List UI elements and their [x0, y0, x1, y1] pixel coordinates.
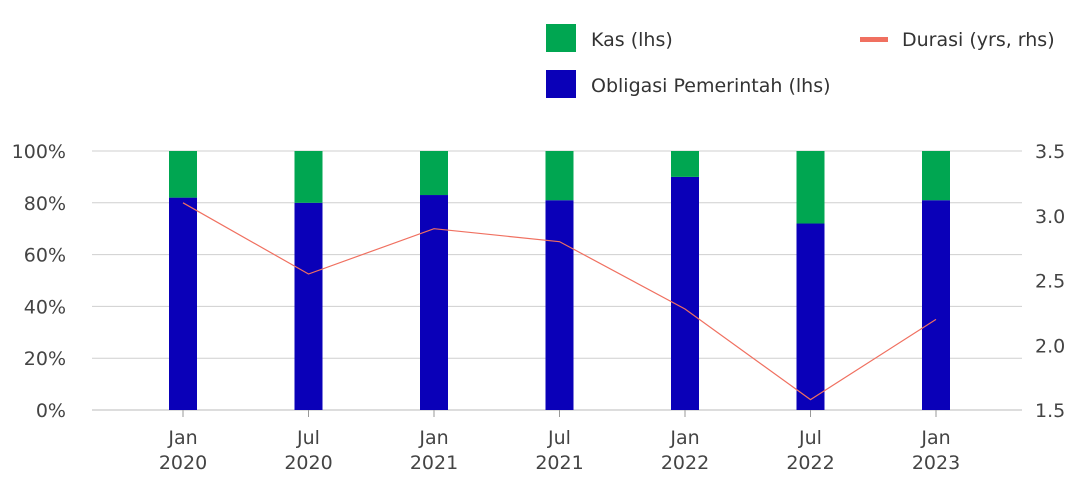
x-tick-label-year: 2021 — [535, 452, 583, 474]
bar-obligasi — [922, 200, 950, 410]
legend-label-obligasi: Obligasi Pemerintah (lhs) — [591, 75, 831, 97]
y-right-tick-label: 3.5 — [1035, 141, 1065, 163]
duration-line — [182, 202, 937, 401]
bar-obligasi — [545, 200, 574, 410]
x-tick-label-month: Jan — [669, 427, 699, 449]
x-tick-label-year: 2023 — [912, 452, 960, 474]
bar-kas — [796, 151, 825, 224]
x-tick-label-month: Jan — [920, 427, 950, 449]
legend-label-kas: Kas (lhs) — [591, 29, 673, 51]
x-tick-label-month: Jan — [418, 427, 448, 449]
x-tick-label-year: 2022 — [661, 452, 709, 474]
y-right-tick-label: 1.5 — [1035, 400, 1065, 422]
y-left-tick-label: 20% — [24, 348, 66, 370]
legend-swatch-kas — [546, 24, 576, 52]
x-tick-label-month: Jul — [296, 427, 320, 449]
bar-obligasi — [796, 223, 825, 410]
x-tick-label-month: Jul — [798, 427, 822, 449]
bar-kas — [671, 151, 699, 177]
x-tick-label-year: 2022 — [786, 452, 834, 474]
x-axis: Jan 2020 Jul 2020 Jan 2021 Jul 2021 Jan 2022 Jul 20… — [159, 410, 960, 474]
legend-swatch-obligasi — [546, 70, 576, 98]
legend: Kas (lhs) Durasi (yrs, rhs) Obligasi Pem… — [546, 24, 1055, 98]
y-left-tick-label: 100% — [12, 141, 66, 163]
bar-obligasi — [294, 202, 323, 410]
x-tick-label-year: 2021 — [410, 452, 458, 474]
x-tick-label-year: 2020 — [284, 452, 332, 474]
bar-obligasi — [420, 195, 448, 410]
bar-kas — [294, 151, 323, 203]
legend-swatch-durasi — [860, 37, 888, 42]
bar-kas — [922, 151, 950, 201]
bar-kas — [545, 151, 574, 201]
y-left-tick-label: 0% — [36, 400, 66, 422]
legend-label-durasi: Durasi (yrs, rhs) — [902, 29, 1055, 51]
y-right-tick-label: 2.0 — [1035, 335, 1065, 357]
duration-line-path — [182, 202, 937, 401]
x-tick-label-year: 2020 — [159, 452, 207, 474]
y-left-tick-label: 80% — [24, 193, 66, 215]
y-right-tick-label: 2.5 — [1035, 271, 1065, 293]
y-left-tick-label: 40% — [24, 296, 66, 318]
y-left-tick-label: 60% — [24, 245, 66, 267]
x-tick-label-month: Jul — [547, 427, 571, 449]
bars — [169, 151, 950, 410]
y-axis-left: 0% 20% 40% 60% 80% 100% — [12, 141, 66, 422]
bar-obligasi — [671, 176, 699, 410]
bar-kas — [169, 151, 197, 198]
y-right-tick-label: 3.0 — [1035, 206, 1065, 228]
x-tick-label-month: Jan — [167, 427, 197, 449]
bar-obligasi — [169, 197, 197, 410]
y-axis-right: 1.5 2.0 2.5 3.0 3.5 — [1035, 141, 1065, 422]
bar-kas — [420, 151, 448, 196]
